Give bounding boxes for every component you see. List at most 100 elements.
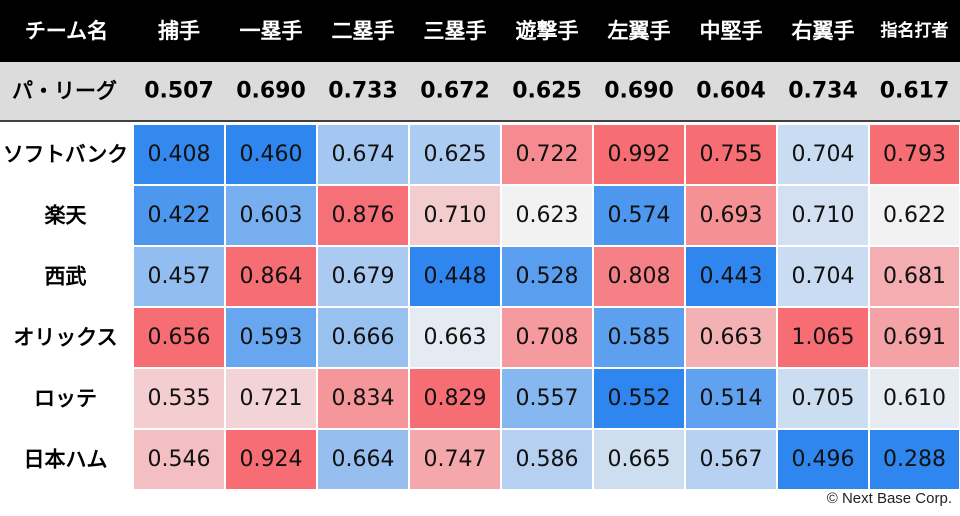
heatmap-value: 0.593 xyxy=(240,325,303,350)
team-name: ロッテ xyxy=(34,387,97,411)
heatmap-value: 0.876 xyxy=(332,203,395,228)
heatmap-value: 0.586 xyxy=(516,447,579,472)
heatmap-value: 0.721 xyxy=(240,386,303,411)
heatmap-value: 0.288 xyxy=(883,447,946,472)
heatmap-cell xyxy=(594,369,684,428)
heatmap-value: 0.674 xyxy=(332,142,395,167)
league-value: 0.734 xyxy=(788,79,858,104)
heatmap-cell xyxy=(134,430,224,489)
heatmap-value: 0.755 xyxy=(700,142,763,167)
heatmap-cell xyxy=(686,369,776,428)
team-name: 西武 xyxy=(45,265,87,289)
heatmap-value: 0.663 xyxy=(424,325,487,350)
heatmap-cell xyxy=(778,430,868,489)
heatmap-cell xyxy=(502,308,592,367)
heatmap-value: 0.552 xyxy=(608,386,671,411)
heatmap-value: 0.656 xyxy=(148,325,211,350)
heatmap-cell xyxy=(134,125,224,184)
team-name-cell xyxy=(0,246,133,307)
team-name-cell xyxy=(0,307,133,368)
heatmap-cell xyxy=(318,369,408,428)
heatmap-value: 0.625 xyxy=(424,142,487,167)
team-name: オリックス xyxy=(13,326,117,350)
heatmap-value: 0.567 xyxy=(700,447,763,472)
heatmap-value: 0.623 xyxy=(516,203,579,228)
heatmap-cell xyxy=(594,247,684,306)
column-header: 一塁手 xyxy=(240,19,303,43)
heatmap-cell xyxy=(870,308,959,367)
heatmap-value: 0.557 xyxy=(516,386,579,411)
heatmap-cell xyxy=(594,125,684,184)
heatmap-cell xyxy=(686,186,776,245)
heatmap-cell xyxy=(226,308,316,367)
heatmap-cell xyxy=(686,247,776,306)
heatmap-value: 0.610 xyxy=(883,386,946,411)
heatmap-cell xyxy=(318,430,408,489)
heatmap-cell xyxy=(134,247,224,306)
heatmap-cell xyxy=(778,125,868,184)
league-value: 0.690 xyxy=(236,79,306,104)
heatmap-cell xyxy=(318,125,408,184)
heatmap-cell xyxy=(870,125,959,184)
heatmap-cell xyxy=(318,247,408,306)
heatmap-cell xyxy=(226,125,316,184)
heatmap-value: 0.679 xyxy=(332,264,395,289)
column-header: 遊撃手 xyxy=(516,19,579,43)
team-name: 楽天 xyxy=(45,204,88,228)
column-header: 三塁手 xyxy=(424,19,487,43)
heatmap-cell xyxy=(778,186,868,245)
league-value: 0.672 xyxy=(420,79,490,104)
league-value: 0.690 xyxy=(604,79,674,104)
team-name: 日本ハム xyxy=(24,448,108,472)
heatmap-value: 0.546 xyxy=(148,447,211,472)
league-label: パ・リーグ xyxy=(12,79,117,103)
league-value: 0.617 xyxy=(880,79,950,104)
heatmap-value: 0.603 xyxy=(240,203,303,228)
heatmap-value: 0.408 xyxy=(148,142,211,167)
heatmap-value: 0.514 xyxy=(700,386,763,411)
heatmap-cell xyxy=(410,308,500,367)
heatmap-cell xyxy=(686,308,776,367)
heatmap-value: 0.496 xyxy=(792,447,855,472)
heatmap-value: 0.448 xyxy=(424,264,487,289)
column-header: 捕手 xyxy=(158,19,200,43)
heatmap-value: 0.704 xyxy=(792,264,855,289)
copyright-text: © Next Base Corp. xyxy=(826,490,952,507)
heatmap-cell xyxy=(410,125,500,184)
heatmap-value: 0.710 xyxy=(792,203,855,228)
heatmap-value: 0.693 xyxy=(700,203,763,228)
heatmap-cell xyxy=(870,369,959,428)
heatmap-value: 0.691 xyxy=(883,325,946,350)
heatmap-value: 0.747 xyxy=(424,447,487,472)
heatmap-value: 0.992 xyxy=(608,142,671,167)
header-row-bg xyxy=(0,0,960,62)
heatmap-cell xyxy=(778,247,868,306)
heatmap-cell xyxy=(502,186,592,245)
heatmap-value: 0.829 xyxy=(424,386,487,411)
league-row-bg xyxy=(0,62,960,120)
column-header: 中堅手 xyxy=(700,19,763,43)
heatmap-value: 0.665 xyxy=(608,447,671,472)
heatmap-cell xyxy=(502,430,592,489)
heatmap-cell xyxy=(502,125,592,184)
heatmap-cell xyxy=(870,430,959,489)
heatmap-cell xyxy=(686,125,776,184)
heatmap-value: 0.808 xyxy=(608,264,671,289)
league-value: 0.625 xyxy=(512,79,582,104)
column-header: 左翼手 xyxy=(608,19,671,43)
corner-label: チーム名 xyxy=(25,19,108,43)
heatmap-value: 1.065 xyxy=(792,325,855,350)
heatmap-value: 0.585 xyxy=(608,325,671,350)
heatmap-cell xyxy=(410,186,500,245)
heatmap-cell xyxy=(870,247,959,306)
heatmap-cell xyxy=(686,430,776,489)
heatmap-cell xyxy=(134,308,224,367)
heatmap-value: 0.705 xyxy=(792,386,855,411)
column-header: 右翼手 xyxy=(792,19,855,43)
heatmap-value: 0.664 xyxy=(332,447,395,472)
heatmap-cell xyxy=(594,430,684,489)
heatmap-value: 0.793 xyxy=(883,142,946,167)
heatmap-value: 0.574 xyxy=(608,203,671,228)
heatmap-value: 0.422 xyxy=(148,203,211,228)
